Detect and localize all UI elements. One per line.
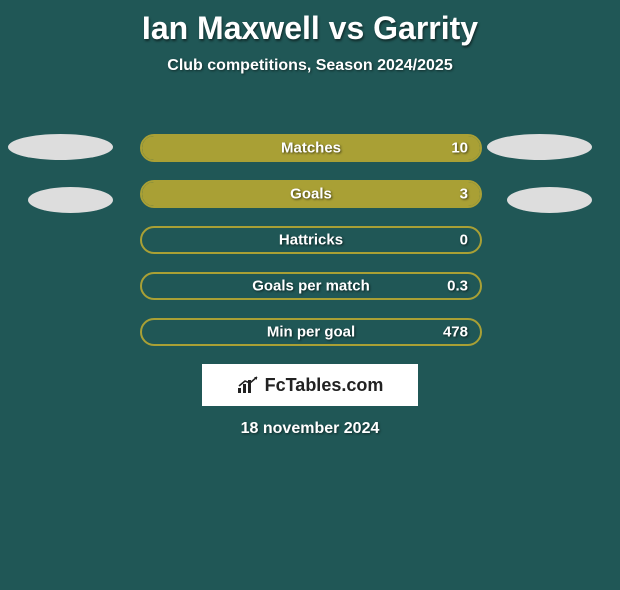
logo-box: FcTables.com [202,364,418,406]
bar-min-per-goal: Min per goal 478 [140,318,482,346]
bar-label: Min per goal [142,324,480,341]
page-subtitle: Club competitions, Season 2024/2025 [0,57,620,75]
bar-goals-per-match: Goals per match 0.3 [140,272,482,300]
logo-text: FcTables.com [265,375,384,396]
bar-value: 10 [451,140,468,157]
bar-label: Hattricks [142,232,480,249]
bar-hattricks: Hattricks 0 [140,226,482,254]
bar-goals: Goals 3 [140,180,482,208]
bar-matches: Matches 10 [140,134,482,162]
right-ellipse-top [487,134,592,160]
right-ellipse-bottom [507,187,592,213]
bar-value: 478 [443,324,468,341]
stat-bars: Matches 10 Goals 3 Hattricks 0 Goals per… [140,134,482,364]
bar-label: Matches [142,140,480,157]
left-ellipse-top [8,134,113,160]
bar-value: 0 [460,232,468,249]
date-text: 18 november 2024 [0,420,620,438]
chart-icon [237,376,259,394]
bar-label: Goals [142,186,480,203]
bar-value: 3 [460,186,468,203]
left-ellipse-bottom [28,187,113,213]
page-title: Ian Maxwell vs Garrity [0,10,620,47]
bar-label: Goals per match [142,278,480,295]
logo: FcTables.com [237,375,384,396]
bar-value: 0.3 [447,278,468,295]
